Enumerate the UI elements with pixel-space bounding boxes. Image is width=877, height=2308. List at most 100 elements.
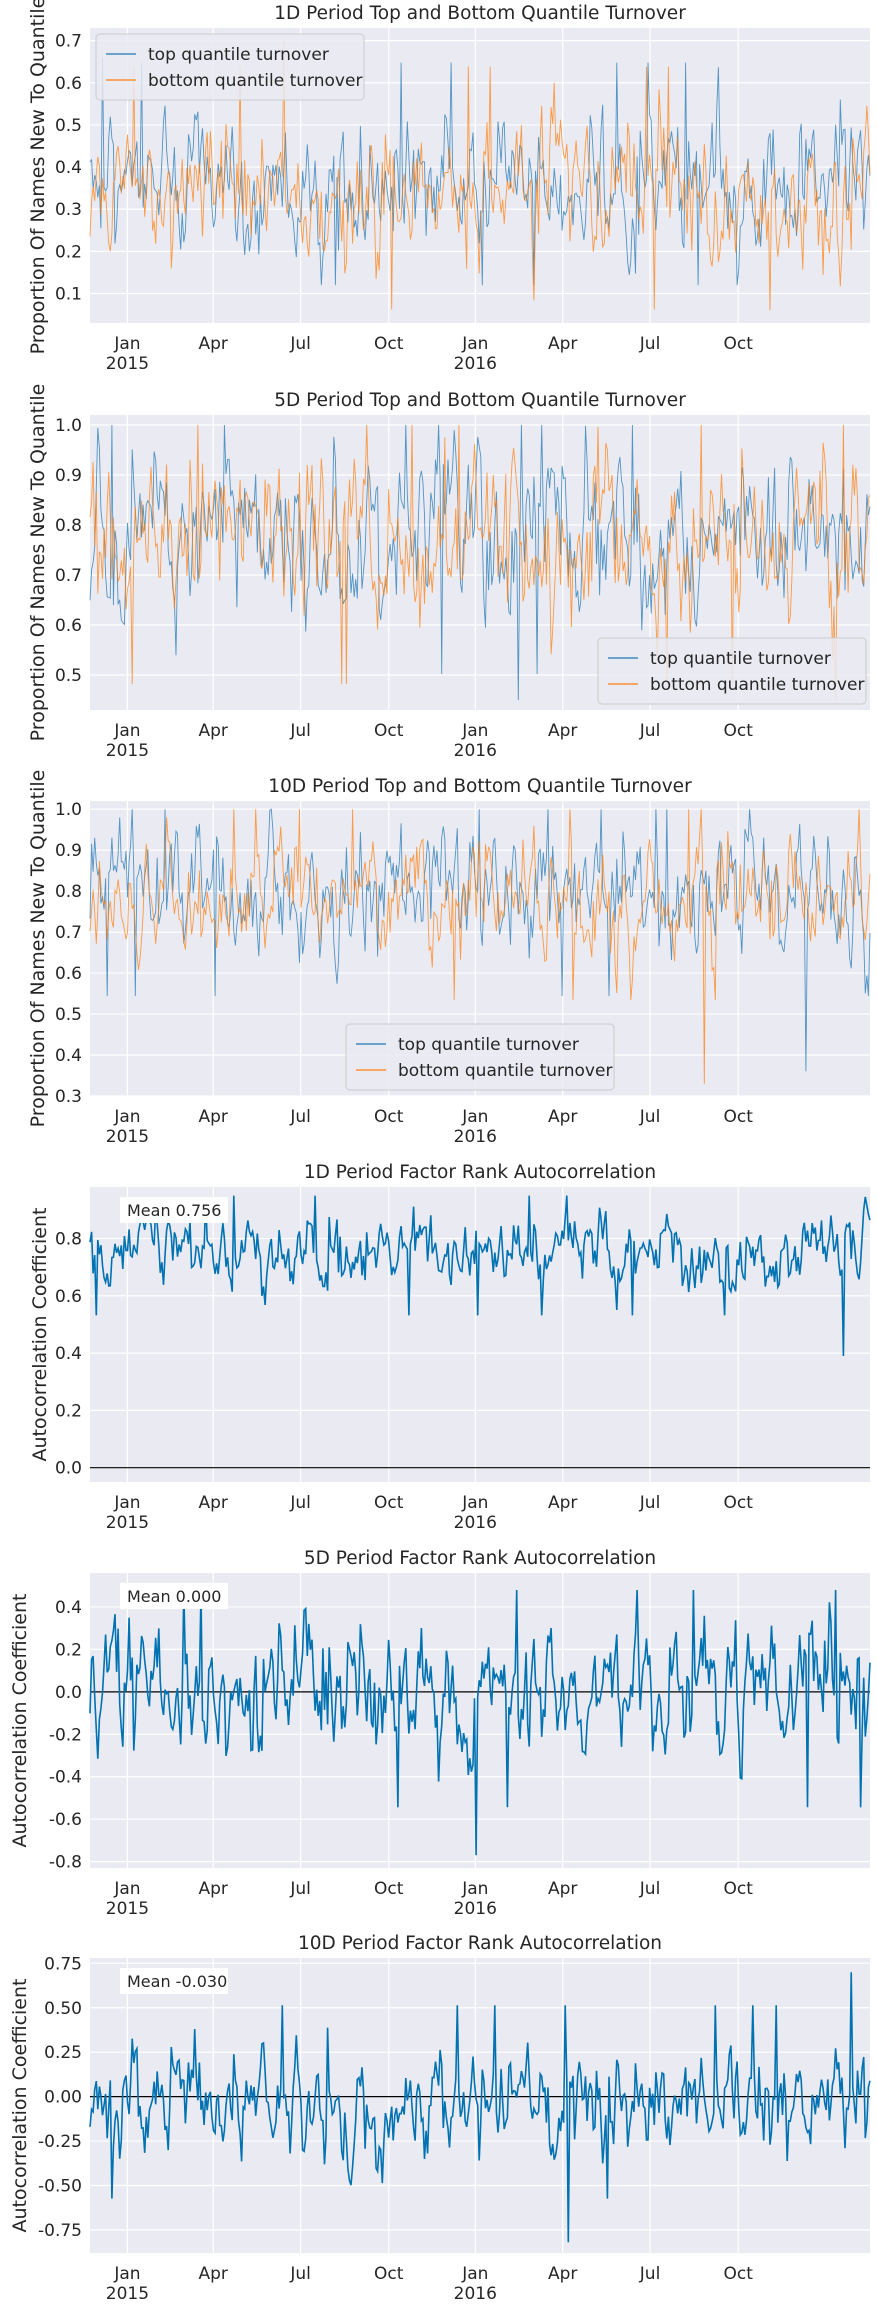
x-tick-label: Jul	[289, 1493, 311, 1513]
x-tick-label: Apr	[548, 1107, 577, 1127]
x-tick-label: Jan	[113, 1879, 140, 1899]
mean-annotation: Mean 0.756	[127, 1201, 221, 1220]
series-line-autocorrelation	[89, 1972, 871, 2243]
x-tick-label: Oct	[374, 2264, 404, 2284]
y-tick-label: 0.5	[55, 666, 82, 686]
legend-label: bottom quantile turnover	[398, 1061, 612, 1081]
y-tick-label: 0.2	[55, 1640, 82, 1660]
y-tick-label: 0.1	[55, 285, 82, 305]
series-line-bottom-quantile-turnover	[89, 809, 871, 1084]
x-tick-label: Apr	[548, 1493, 577, 1513]
x-tick-year-label: 2016	[454, 1899, 497, 1919]
y-tick-label: 0.7	[55, 32, 82, 52]
x-tick-label: Oct	[723, 1879, 753, 1899]
y-axis-label: Proportion Of Names New To Quantile	[27, 770, 49, 1128]
x-tick-label: Jul	[289, 2264, 311, 2284]
x-tick-label: Jan	[113, 1493, 140, 1513]
x-tick-label: Oct	[723, 334, 753, 354]
x-tick-label: Jul	[639, 1879, 661, 1899]
x-tick-year-label: 2015	[106, 2284, 149, 2304]
mean-annotation: Mean -0.030	[127, 1972, 227, 1991]
series-line-bottom-quantile-turnover	[89, 424, 871, 701]
legend-box	[95, 33, 365, 101]
x-tick-label: Jul	[289, 334, 311, 354]
y-tick-label: -0.4	[49, 1768, 82, 1788]
legend-label: top quantile turnover	[148, 45, 329, 65]
x-tick-label: Jan	[461, 1107, 488, 1127]
y-tick-label: -0.2	[49, 1725, 82, 1745]
y-tick-label: 0.2	[55, 242, 82, 262]
x-tick-label: Jan	[461, 334, 488, 354]
x-tick-year-label: 2015	[106, 354, 149, 374]
mean-annotation-box	[120, 1583, 228, 1609]
y-tick-label: 0.75	[44, 1954, 82, 1974]
series-line-top-quantile-turnover	[89, 424, 871, 701]
x-tick-year-label: 2016	[454, 1127, 497, 1147]
x-tick-label: Oct	[723, 2264, 753, 2284]
y-axis-label: Autocorrelation Coefficient	[9, 1594, 31, 1848]
x-tick-label: Jan	[461, 1879, 488, 1899]
x-tick-label: Apr	[199, 334, 228, 354]
x-tick-year-label: 2016	[454, 1513, 497, 1533]
mean-annotation-box	[120, 1968, 228, 1994]
legend-box	[345, 1023, 615, 1091]
y-tick-label: 0.9	[55, 466, 82, 486]
x-tick-label: Apr	[199, 1879, 228, 1899]
y-axis-label: Proportion Of Names New To Quantile	[27, 0, 49, 354]
y-tick-label: 0.4	[55, 1344, 82, 1364]
legend: top quantile turnover bottom quantile tur…	[95, 33, 365, 101]
y-tick-label: 0.7	[55, 566, 82, 586]
y-tick-label: 0.5	[55, 116, 82, 136]
y-tick-label: -0.8	[49, 1853, 82, 1873]
x-tick-label: Jul	[289, 721, 311, 741]
x-tick-year-label: 2015	[106, 1899, 149, 1919]
y-tick-label: -0.50	[38, 2176, 82, 2196]
y-tick-label: 0.0	[55, 1459, 82, 1479]
x-tick-year-label: 2015	[106, 1513, 149, 1533]
y-tick-label: 0.8	[55, 882, 82, 902]
x-tick-label: Jul	[289, 1879, 311, 1899]
x-tick-label: Jul	[639, 1107, 661, 1127]
x-tick-label: Oct	[374, 334, 404, 354]
y-axis-label: Autocorrelation Coefficient	[29, 1208, 51, 1462]
y-tick-label: 0.8	[55, 516, 82, 536]
legend: top quantile turnover bottom quantile tur…	[597, 637, 867, 705]
x-tick-label: Jan	[461, 2264, 488, 2284]
x-tick-label: Apr	[199, 721, 228, 741]
y-tick-label: 0.4	[55, 1046, 82, 1066]
x-tick-label: Oct	[723, 721, 753, 741]
x-tick-label: Oct	[723, 1107, 753, 1127]
x-tick-label: Jul	[289, 1107, 311, 1127]
x-tick-label: Apr	[199, 1107, 228, 1127]
series-line-autocorrelation	[89, 1195, 871, 1357]
x-tick-year-label: 2016	[454, 2284, 497, 2304]
legend-label: bottom quantile turnover	[148, 71, 362, 91]
y-tick-label: -0.75	[38, 2221, 82, 2241]
y-tick-label: 0.3	[55, 200, 82, 220]
chart-title: 10D Period Top and Bottom Quantile Turno…	[268, 776, 692, 797]
x-tick-label: Oct	[374, 1107, 404, 1127]
x-tick-label: Jan	[113, 334, 140, 354]
legend-label: top quantile turnover	[398, 1035, 579, 1055]
y-tick-label: 0.6	[55, 1287, 82, 1307]
y-axis-label: Proportion Of Names New To Quantile	[27, 384, 49, 742]
x-tick-label: Apr	[199, 1493, 228, 1513]
x-tick-label: Apr	[199, 2264, 228, 2284]
x-tick-label: Apr	[548, 721, 577, 741]
x-tick-label: Oct	[374, 1493, 404, 1513]
x-tick-label: Apr	[548, 334, 577, 354]
y-tick-label: 0.8	[55, 1230, 82, 1250]
y-tick-label: 0.7	[55, 923, 82, 943]
x-tick-label: Jul	[639, 1493, 661, 1513]
x-tick-label: Apr	[548, 1879, 577, 1899]
chart-title: 1D Period Factor Rank Autocorrelation	[304, 1162, 656, 1183]
x-tick-label: Jan	[461, 721, 488, 741]
x-tick-label: Jul	[639, 334, 661, 354]
y-tick-label: 0.4	[55, 1598, 82, 1618]
